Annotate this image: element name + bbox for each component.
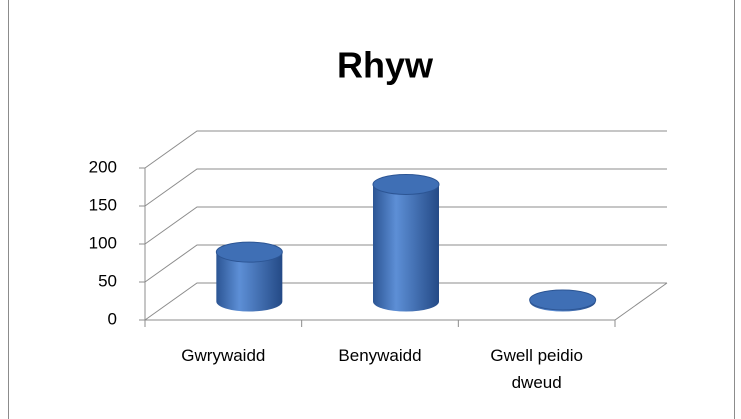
bar-top	[529, 289, 597, 311]
bar	[372, 173, 440, 312]
grid-line	[144, 168, 667, 207]
bar-top	[372, 173, 440, 195]
bar-top	[215, 241, 283, 263]
bar-body	[216, 252, 283, 312]
x-tick-label: Gwrywaidd	[181, 346, 266, 365]
grid-line	[144, 244, 667, 283]
y-tick-label: 50	[98, 271, 117, 290]
grid-line	[144, 130, 667, 169]
y-tick-label: 150	[89, 195, 117, 214]
bar-body	[373, 184, 439, 312]
bar	[215, 241, 283, 312]
x-tick-label: Benywaidd	[338, 346, 422, 365]
bar	[529, 289, 597, 312]
y-tick-label: 0	[108, 309, 117, 328]
chart-border	[8, 0, 735, 419]
x-tick-label: Gwell peidio dweud	[490, 346, 583, 392]
grid-line	[144, 282, 667, 321]
grid-line	[144, 206, 667, 245]
y-tick-label: 100	[89, 233, 117, 252]
y-tick-label: 200	[89, 157, 117, 176]
chart-title: Rhyw	[337, 45, 434, 86]
